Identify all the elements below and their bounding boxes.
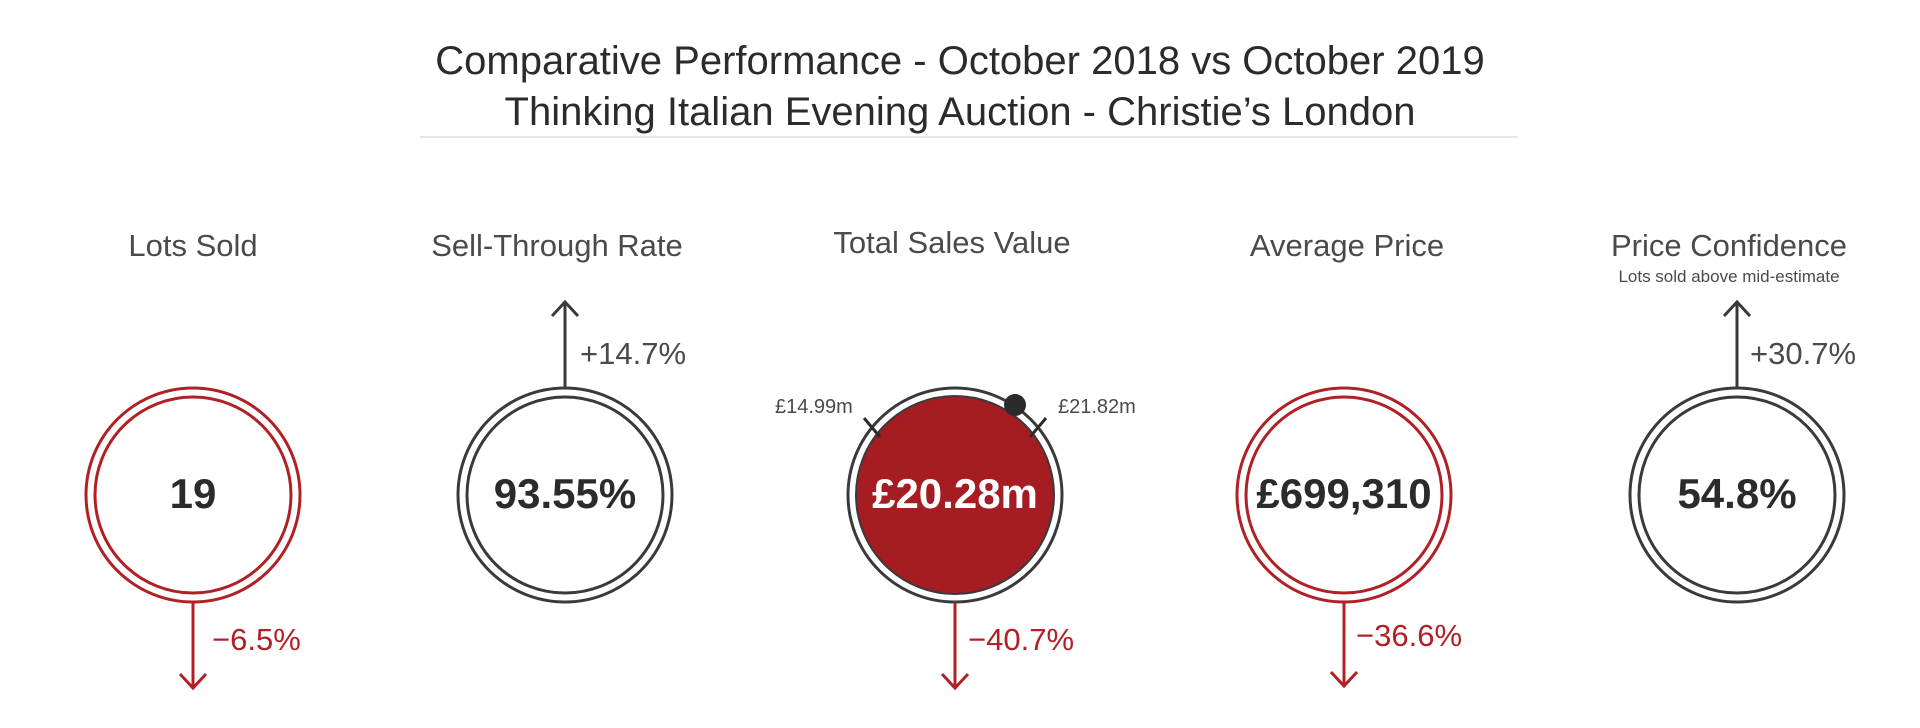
- average-price-arrow-down-icon: [1329, 602, 1359, 689]
- price-confidence-label: Price Confidence: [1610, 228, 1848, 263]
- total-sales-range-high: £21.82m: [1058, 396, 1136, 418]
- total-sales-range-low: £14.99m: [775, 396, 853, 418]
- price-confidence-change: +30.7%: [1750, 336, 1857, 371]
- title-line-1: Comparative Performance - October 2018 v…: [435, 39, 1485, 83]
- title-divider: [420, 136, 1518, 138]
- lots-sold-change: −6.5%: [212, 622, 301, 657]
- total-sales-value: £20.28m: [872, 470, 1038, 517]
- sell-through-change: +14.7%: [580, 336, 687, 371]
- price-confidence-value: 54.8%: [1677, 470, 1797, 517]
- sell-through-label: Sell-Through Rate: [431, 228, 683, 263]
- average-price-value: £699,310: [1256, 470, 1432, 517]
- title-line-2: Thinking Italian Evening Auction - Chris…: [504, 90, 1416, 134]
- total-sales-marker-dot: [1004, 394, 1026, 416]
- price-confidence-arrow-up-icon: [1722, 299, 1752, 388]
- sell-through-arrow-up-icon: [550, 299, 580, 388]
- average-price-change: −36.6%: [1356, 618, 1463, 653]
- sell-through-value: 93.55%: [493, 470, 637, 517]
- lots-sold-label: Lots Sold: [128, 228, 258, 263]
- page-title: Comparative Performance - October 2018 v…: [0, 36, 1920, 138]
- average-price-label: Average Price: [1249, 228, 1445, 263]
- total-sales-change: −40.7%: [968, 622, 1075, 657]
- total-sales-range-ticks: [862, 417, 1048, 438]
- total-sales-label: Total Sales Value: [833, 225, 1071, 260]
- price-confidence-sublabel: Lots sold above mid-estimate: [1618, 267, 1840, 286]
- total-sales-arrow-down-icon: [940, 602, 970, 691]
- lots-sold-arrow-down-icon: [178, 602, 208, 691]
- lots-sold-value: 19: [169, 470, 217, 517]
